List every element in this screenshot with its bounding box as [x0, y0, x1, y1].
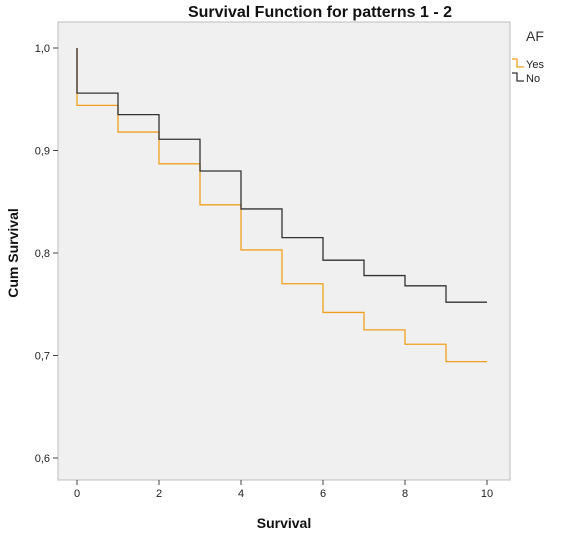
x-tick-label: 2 [156, 488, 162, 500]
y-tick-label: 0,8 [35, 248, 50, 260]
x-axis-label: Survival [257, 515, 311, 531]
legend-label: Yes [526, 59, 544, 71]
plot-background [57, 21, 511, 481]
axis-ticks: 0,6 0,7 0,8 0,9 1,0 0 2 4 6 8 10 [35, 43, 493, 500]
series-line-no [76, 48, 487, 303]
x-tick-label: 4 [238, 488, 244, 500]
legend: AF Yes No [512, 28, 544, 85]
series-line-yes [76, 48, 487, 363]
chart-title: Survival Function for patterns 1 - 2 [188, 4, 452, 21]
y-tick-label: 0,9 [35, 146, 50, 158]
x-tick-label: 8 [402, 488, 408, 500]
y-tick-label: 0,6 [35, 453, 50, 465]
legend-swatch [512, 58, 524, 68]
legend-swatch [512, 72, 524, 82]
legend-title: AF [526, 28, 544, 44]
legend-label: No [526, 73, 540, 85]
x-tick-label: 6 [320, 488, 326, 500]
x-tick-label: 0 [74, 488, 80, 500]
x-tick-label: 10 [481, 488, 493, 500]
series-group [76, 48, 487, 363]
y-axis-label: Cum Survival [5, 208, 21, 297]
y-tick-label: 0,7 [35, 351, 50, 363]
y-tick-label: 1,0 [35, 43, 50, 55]
